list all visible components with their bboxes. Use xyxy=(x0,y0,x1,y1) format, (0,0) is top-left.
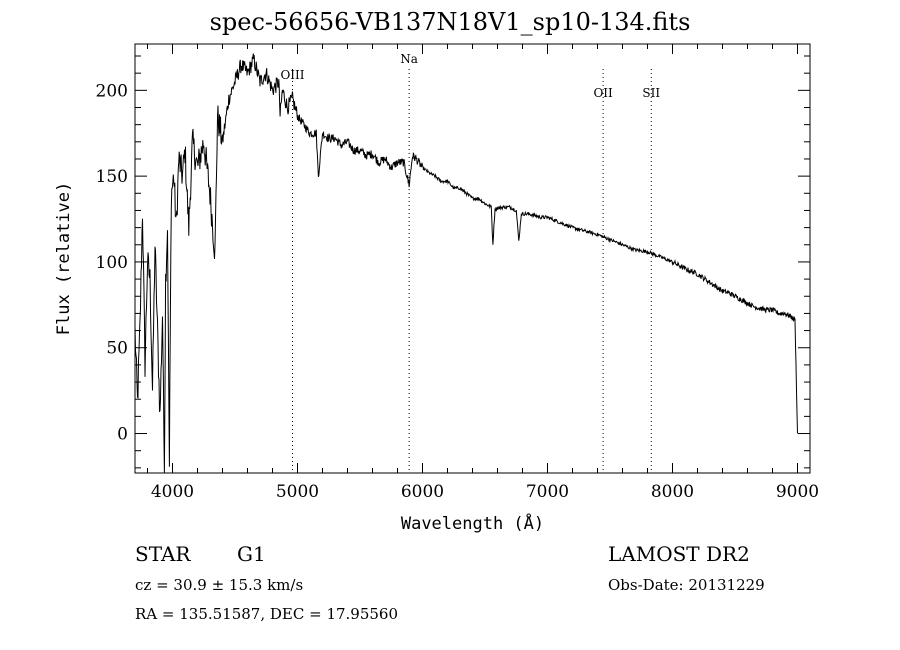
coordinates: RA = 135.51587, DEC = 17.95560 xyxy=(135,605,399,623)
survey-name: LAMOST DR2 xyxy=(608,542,750,566)
y-tick-label: 0 xyxy=(117,425,128,445)
line-label-na: Na xyxy=(400,52,418,66)
y-tick-label: 200 xyxy=(96,81,128,101)
y-tick-label: 100 xyxy=(96,253,128,273)
plot-frame xyxy=(134,43,811,474)
axis-tick-labels: 4000 5000 6000 7000 8000 9000 0 50 100 150 200 xyxy=(96,81,820,502)
line-label-oii: OII xyxy=(593,86,613,100)
line-label-sii: SII xyxy=(642,86,660,100)
x-tick-label: 4000 xyxy=(151,482,194,502)
y-tick-label: 50 xyxy=(106,339,128,359)
x-tick-label: 8000 xyxy=(651,482,694,502)
obs-date: Obs-Date: 20131229 xyxy=(608,576,765,594)
object-type: STAR xyxy=(135,542,191,566)
spectral-subclass: G1 xyxy=(237,542,266,566)
redshift-cz: cz = 30.9 ± 15.3 km/s xyxy=(135,576,304,594)
x-tick-label: 9000 xyxy=(776,482,819,502)
chart-title: spec-56656-VB137N18V1_sp10-134.fits xyxy=(209,8,691,36)
x-axis-label: Wavelength (Å) xyxy=(401,512,544,534)
line-label-oiii: OIII xyxy=(280,68,304,82)
emission-line-markers: OIII Na OII SII xyxy=(280,52,660,473)
x-tick-label: 6000 xyxy=(401,482,444,502)
y-axis-label: Flux (relative) xyxy=(54,182,74,336)
axis-ticks xyxy=(135,44,810,473)
y-tick-label: 150 xyxy=(96,167,128,187)
spectrum-line xyxy=(134,53,798,474)
x-tick-label: 5000 xyxy=(276,482,319,502)
x-tick-label: 7000 xyxy=(526,482,569,502)
